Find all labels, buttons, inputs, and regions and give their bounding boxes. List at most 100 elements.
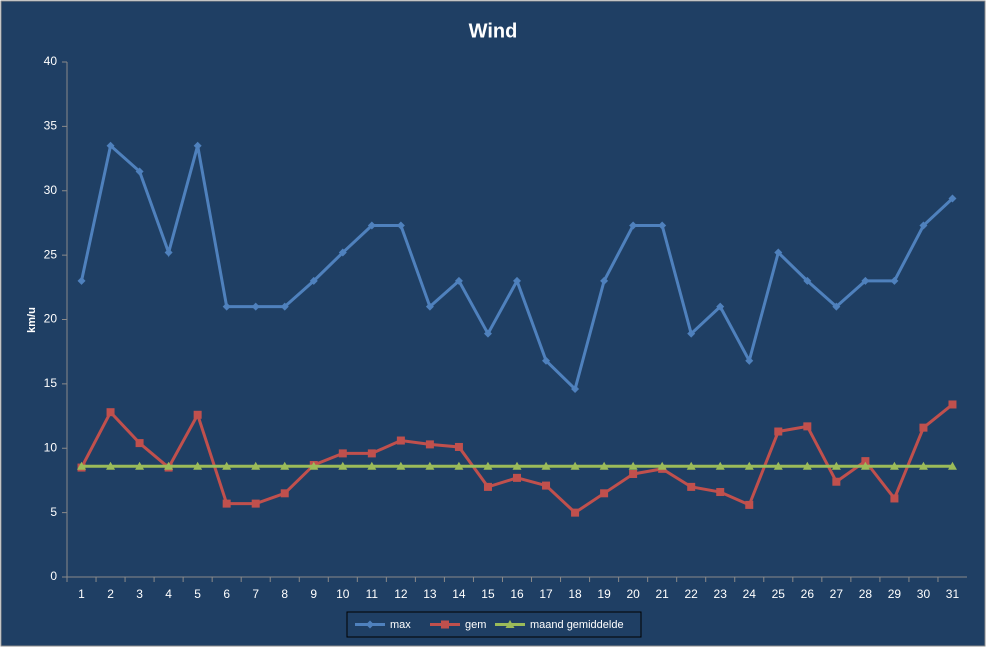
x-tick-label: 24 [743,587,757,601]
marker [600,489,609,498]
marker [193,141,202,150]
marker [396,436,405,445]
marker [367,461,377,470]
marker [803,422,812,431]
marker [483,482,492,491]
marker [106,141,115,150]
marker [483,461,493,470]
marker [164,461,174,470]
marker [686,461,696,470]
marker [657,461,667,470]
x-tick-label: 31 [946,587,960,601]
marker [745,356,754,365]
marker [513,276,521,285]
marker [251,302,260,311]
marker [802,461,812,470]
x-tick-label: 27 [830,587,844,601]
marker [135,167,144,176]
legend-label: maand gemiddelde [530,619,624,631]
marker [280,489,289,498]
x-tick-label: 28 [859,587,873,601]
marker [396,461,406,470]
marker [425,461,435,470]
marker [890,276,899,285]
x-tick-label: 25 [772,587,786,601]
x-tick-label: 17 [539,587,553,601]
x-tick-label: 9 [310,587,317,601]
marker [861,457,870,466]
marker [425,302,434,311]
marker [164,248,173,257]
marker [948,400,957,409]
y-tick-label: 15 [44,376,58,390]
marker [774,248,783,257]
marker [599,461,609,470]
y-tick-label: 20 [44,312,58,326]
marker [367,221,376,230]
y-tick-label: 10 [44,440,58,454]
y-axis-label: km/u [26,307,38,333]
marker [687,482,696,491]
marker [918,461,928,470]
marker [135,461,145,470]
marker [280,302,289,311]
x-tick-label: 15 [481,587,495,601]
marker [832,302,841,311]
x-tick-label: 26 [801,587,815,601]
marker [338,449,347,458]
marker [193,461,203,470]
marker [222,461,232,470]
marker [861,276,870,285]
marker [505,620,515,628]
marker [396,221,405,230]
marker [658,221,667,230]
y-tick-label: 5 [50,505,57,519]
y-tick-label: 0 [50,569,57,583]
x-tick-label: 13 [423,587,437,601]
marker [309,276,318,285]
marker [832,477,841,486]
marker [280,461,290,470]
marker [512,461,522,470]
marker [571,508,580,517]
x-tick-label: 14 [452,587,466,601]
marker [135,439,144,448]
x-tick-label: 4 [165,587,172,601]
legend-label: gem [465,619,486,631]
marker [77,461,87,470]
marker [513,473,521,482]
x-tick-label: 1 [78,587,85,601]
marker [715,461,725,470]
x-tick-label: 18 [568,587,582,601]
marker [687,329,696,338]
marker [831,461,841,470]
marker [222,499,231,508]
marker [571,385,580,394]
marker [77,276,86,285]
marker [366,620,374,629]
marker [629,221,638,230]
marker [338,248,347,257]
x-tick-label: 19 [597,587,611,601]
marker [948,194,957,203]
x-tick-label: 20 [626,587,640,601]
marker [483,329,492,338]
x-tick-label: 5 [194,587,201,601]
x-tick-label: 21 [655,587,669,601]
legend-label: max [390,619,411,631]
marker [542,356,551,365]
y-tick-label: 25 [44,247,58,261]
marker [106,461,116,470]
marker [745,500,754,509]
marker [774,427,783,436]
marker [251,461,261,470]
y-tick-label: 30 [44,183,58,197]
marker [454,442,463,451]
marker [425,440,434,449]
x-tick-label: 2 [107,587,114,601]
marker [454,461,464,470]
marker [106,408,115,417]
marker [919,423,928,432]
x-tick-label: 23 [714,587,728,601]
legend-box [346,611,642,638]
